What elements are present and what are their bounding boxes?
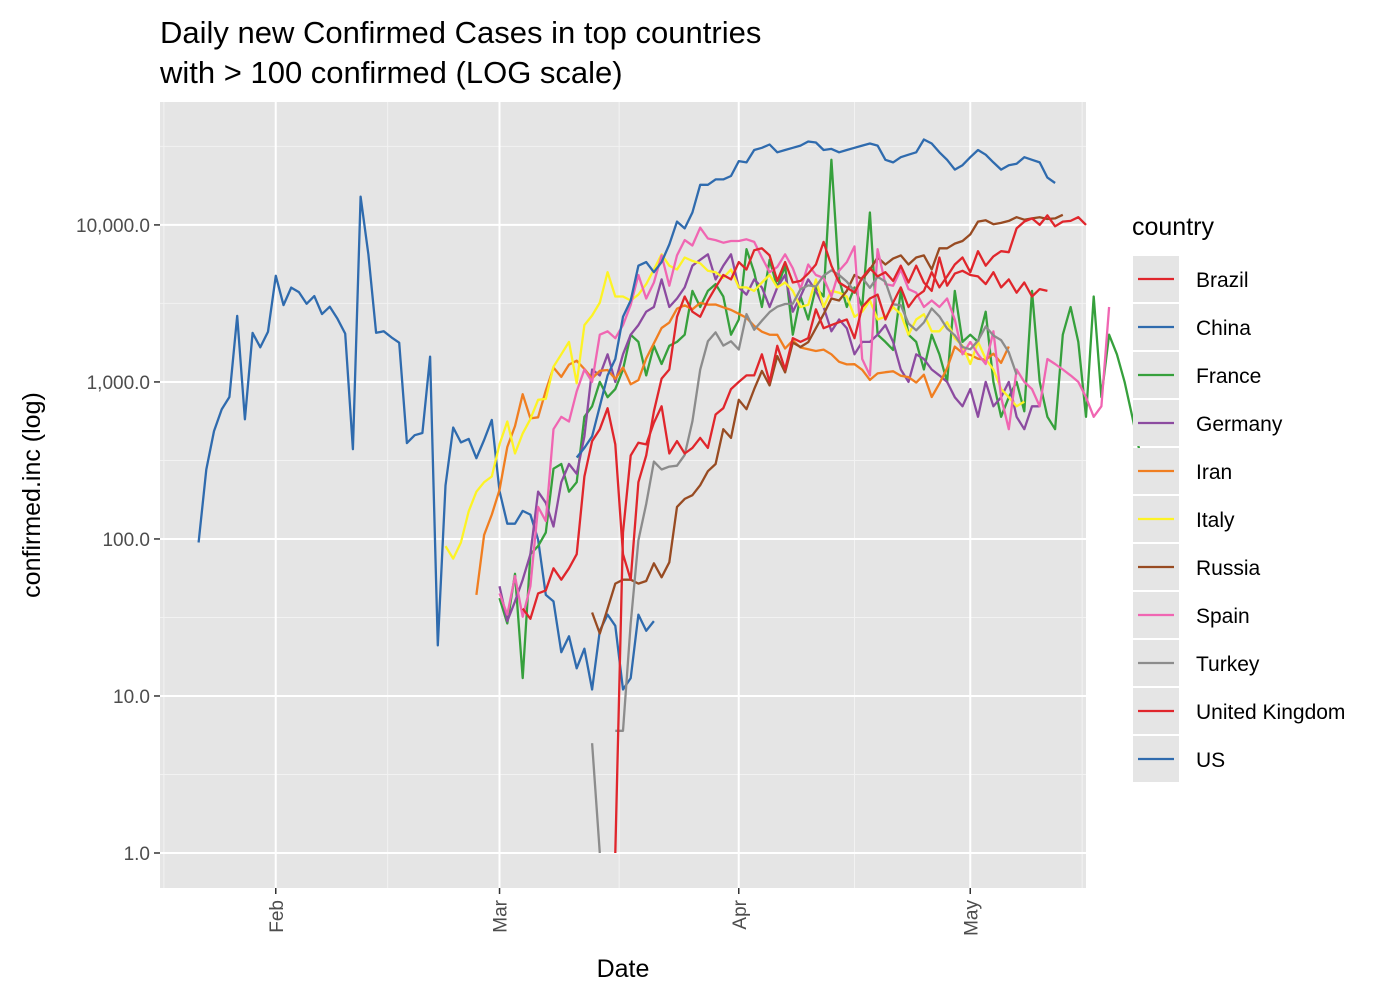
legend-label: Iran [1196, 461, 1232, 484]
chart-title: Daily new Confirmed Cases in top countri… [160, 15, 761, 50]
legend-title: country [1132, 213, 1214, 241]
y-axis-title: confirmed.inc (log) [18, 392, 46, 598]
x-tick-label: Feb [267, 900, 288, 933]
legend: country Brazil China France Germany Iran Ital… [1132, 213, 1345, 782]
axis-ticks [154, 224, 971, 894]
x-tick-label: Mar [491, 899, 512, 932]
series-line-brazil [614, 214, 1087, 854]
legend-label: Italy [1196, 509, 1235, 532]
series-line-russia [591, 213, 1064, 635]
series-line-france [498, 158, 1156, 680]
legend-label: Brazil [1196, 269, 1249, 292]
series-layer [197, 138, 1156, 854]
y-tick-label: 1,000.0 [87, 373, 150, 394]
y-tick-label: 100.0 [102, 530, 150, 551]
y-tick-labels: 1.0 10.0 100.0 1,000.0 10,000.0 [76, 216, 150, 865]
y-tick-label: 10.0 [113, 687, 150, 708]
legend-label: Russia [1196, 557, 1261, 580]
series-line-united-kingdom [521, 240, 1048, 620]
series-line-germany [498, 253, 1040, 623]
x-tick-label: May [961, 900, 982, 936]
series-line-iran [475, 301, 1010, 596]
x-axis-title: Date [597, 955, 650, 983]
legend-label: Germany [1196, 413, 1283, 436]
series-line-italy [444, 253, 1025, 560]
plot-panel [160, 102, 1086, 888]
legend-label: US [1196, 749, 1225, 772]
legend-label: Spain [1196, 605, 1250, 628]
y-tick-label: 1.0 [124, 844, 150, 865]
series-line-us [575, 138, 1056, 459]
legend-label: France [1196, 365, 1261, 388]
legend-label: Turkey [1196, 653, 1260, 676]
series-line-turkey [590, 269, 1018, 854]
grid-minor [160, 102, 1086, 888]
x-tick-labels: Feb Mar Apr May [267, 899, 983, 936]
chart-subtitle: with > 100 confirmed (LOG scale) [159, 55, 623, 90]
x-tick-label: Apr [730, 899, 751, 929]
legend-label: United Kingdom [1196, 701, 1345, 724]
series-line-china [197, 195, 655, 691]
y-tick-label: 10,000.0 [76, 216, 150, 237]
legend-label: China [1196, 317, 1251, 340]
